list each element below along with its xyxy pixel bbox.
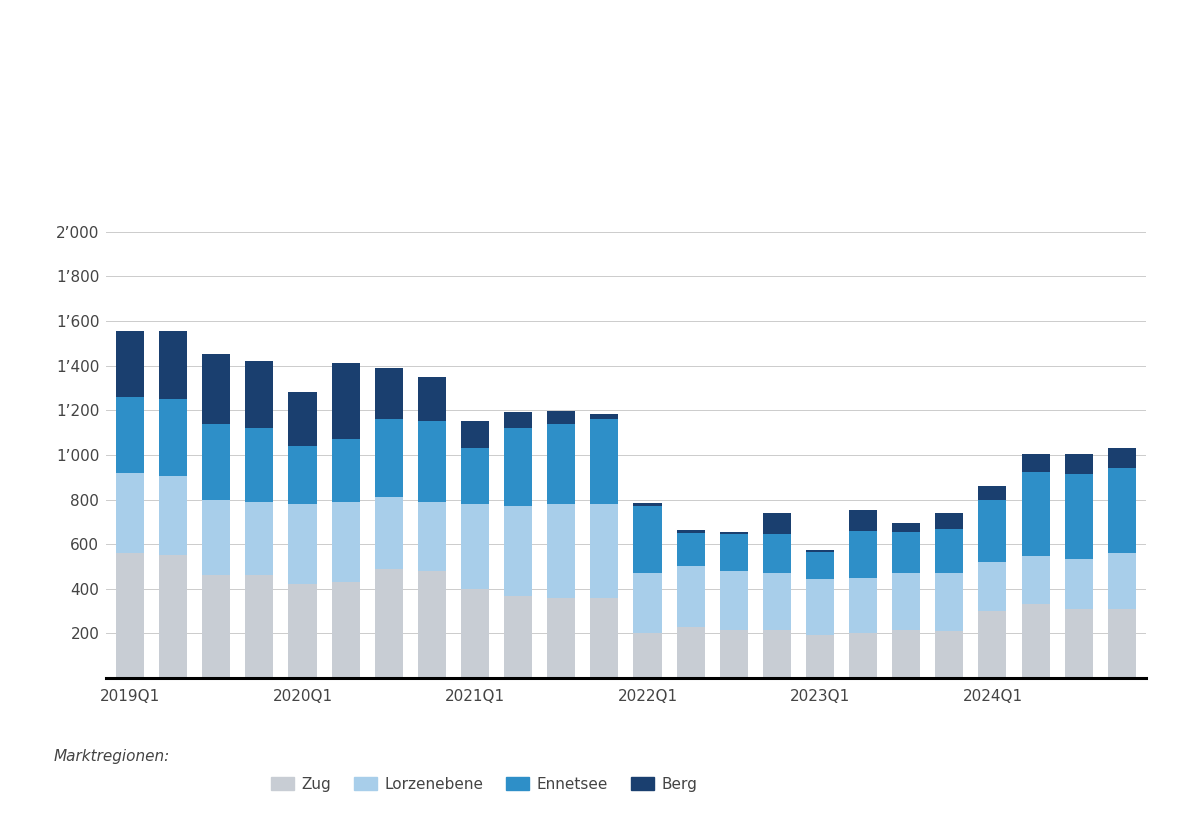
Bar (288, 504, 317, 585)
Bar (1022, 471, 1050, 557)
Bar (1022, 557, 1050, 605)
Bar (332, 502, 360, 582)
Bar (374, 497, 403, 569)
Bar (633, 503, 661, 506)
Bar (461, 448, 489, 504)
Bar (1022, 605, 1050, 678)
Bar (1065, 559, 1092, 609)
Bar (246, 361, 273, 428)
Bar (202, 500, 230, 576)
Bar (332, 582, 360, 678)
Bar (461, 504, 489, 589)
Bar (116, 397, 144, 473)
Bar (763, 630, 791, 678)
Bar (849, 531, 877, 578)
Bar (159, 556, 187, 678)
Bar (935, 631, 964, 678)
Bar (590, 419, 619, 504)
Bar (1108, 553, 1136, 609)
Bar (1065, 609, 1092, 678)
Text: Marktregionen:: Marktregionen: (53, 749, 169, 764)
Bar (892, 573, 920, 630)
Bar (590, 598, 619, 678)
Bar (288, 392, 317, 446)
Bar (892, 630, 920, 678)
Bar (504, 595, 533, 678)
Bar (719, 630, 748, 678)
Bar (418, 502, 446, 571)
Bar (288, 446, 317, 504)
Bar (849, 509, 877, 531)
Bar (504, 506, 533, 595)
Bar (202, 576, 230, 678)
Bar (892, 523, 920, 532)
Bar (159, 399, 187, 476)
Bar (633, 506, 661, 573)
Bar (677, 533, 705, 566)
Bar (935, 528, 964, 573)
Bar (935, 513, 964, 528)
Bar (547, 504, 575, 598)
Bar (159, 331, 187, 399)
Bar (719, 571, 748, 630)
Bar (719, 534, 748, 571)
Bar (805, 550, 834, 552)
Bar (633, 633, 661, 678)
Bar (504, 413, 533, 428)
Bar (202, 423, 230, 500)
Bar (1065, 474, 1092, 559)
Bar (1108, 468, 1136, 553)
Bar (590, 504, 619, 598)
Bar (763, 513, 791, 534)
Bar (461, 589, 489, 678)
Bar (849, 633, 877, 678)
Bar (979, 486, 1006, 500)
Legend: Zug, Lorzenebene, Ennetsee, Berg: Zug, Lorzenebene, Ennetsee, Berg (265, 771, 704, 798)
Bar (418, 571, 446, 678)
Bar (246, 428, 273, 502)
Bar (892, 532, 920, 573)
Bar (1065, 454, 1092, 474)
Bar (547, 411, 575, 423)
Bar (763, 534, 791, 573)
Bar (547, 598, 575, 678)
Bar (677, 566, 705, 627)
Bar (332, 363, 360, 439)
Bar (677, 627, 705, 678)
Bar (374, 419, 403, 497)
Bar (288, 585, 317, 678)
Bar (719, 532, 748, 534)
Bar (805, 579, 834, 634)
Bar (461, 422, 489, 448)
Bar (504, 428, 533, 506)
Bar (935, 573, 964, 631)
Bar (159, 476, 187, 556)
Bar (547, 423, 575, 504)
Bar (979, 611, 1006, 678)
Bar (1022, 454, 1050, 471)
Bar (116, 553, 144, 678)
Bar (418, 377, 446, 422)
Bar (116, 473, 144, 553)
Bar (332, 439, 360, 502)
Bar (116, 331, 144, 397)
Bar (805, 552, 834, 579)
Bar (246, 576, 273, 678)
Bar (246, 502, 273, 576)
Bar (677, 529, 705, 533)
Bar (1108, 609, 1136, 678)
Bar (805, 634, 834, 678)
Bar (763, 573, 791, 630)
Bar (374, 569, 403, 678)
Bar (849, 578, 877, 633)
Bar (418, 422, 446, 502)
Bar (979, 500, 1006, 562)
Bar (633, 573, 661, 633)
Bar (374, 368, 403, 419)
Bar (979, 562, 1006, 611)
Bar (202, 355, 230, 423)
Bar (1108, 448, 1136, 468)
Bar (590, 414, 619, 419)
